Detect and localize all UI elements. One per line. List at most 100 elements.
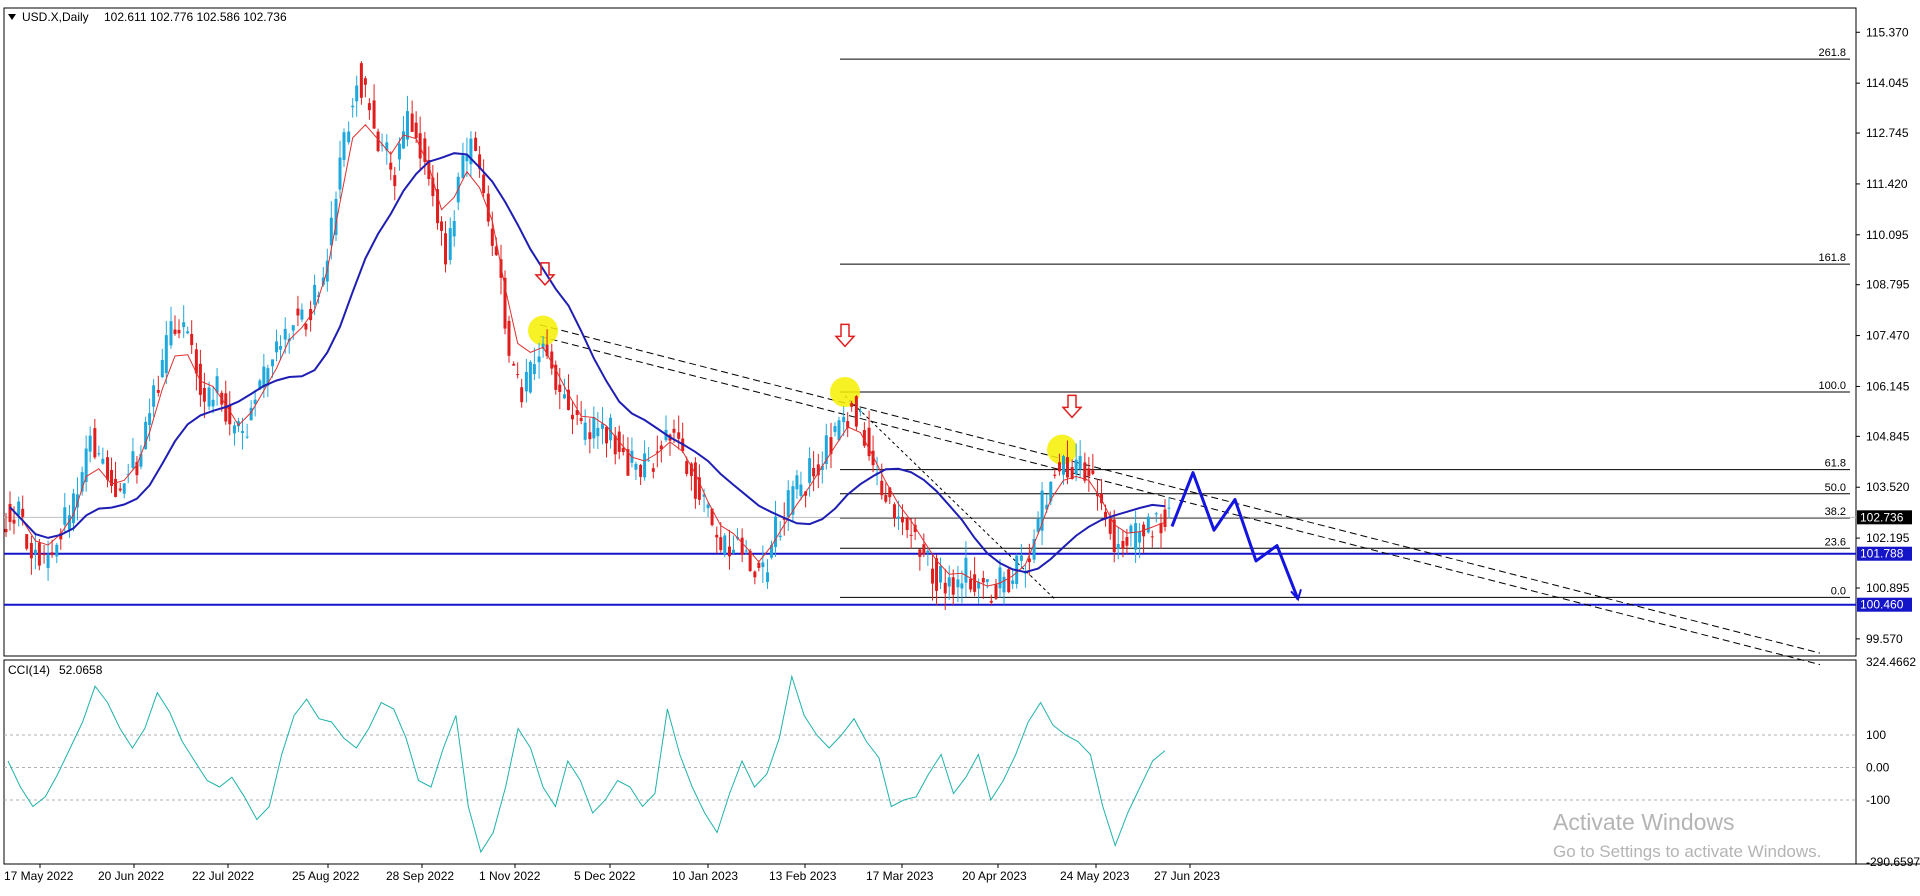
candle-body	[194, 349, 198, 374]
time-tick-label: 5 Dec 2022	[574, 869, 636, 883]
candle-body	[799, 484, 803, 496]
price-label-text: 100.460	[1860, 598, 1904, 612]
candle-body	[626, 449, 630, 476]
candle-body	[850, 403, 854, 407]
candle-body	[1159, 523, 1163, 534]
candle-body	[909, 534, 913, 536]
candle-body	[465, 154, 469, 162]
candle-body	[215, 376, 219, 393]
candle-body	[135, 462, 139, 476]
candle-body	[275, 341, 279, 353]
forecast-path	[1170, 471, 1302, 602]
fib-label-100-0: 100.0	[1818, 380, 1846, 392]
candle-body	[173, 329, 177, 334]
fib-label-50-0: 50.0	[1825, 482, 1846, 494]
candle-body	[17, 501, 21, 516]
candle-body	[596, 427, 600, 437]
candle-body	[981, 578, 985, 583]
candle-body	[118, 488, 122, 491]
candle-body	[139, 453, 143, 467]
candle-body	[385, 142, 389, 151]
candle-body	[1070, 467, 1074, 479]
dropdown-triangle-icon[interactable]	[8, 14, 16, 20]
candle-body	[570, 414, 574, 420]
candle-body	[748, 550, 752, 572]
candle-body	[114, 478, 118, 497]
candle-body	[647, 460, 651, 462]
price-label-text: 101.788	[1860, 547, 1904, 561]
price-label-box	[1857, 546, 1912, 561]
candle-body	[964, 557, 968, 583]
candle-body	[75, 494, 79, 508]
candle-body	[969, 578, 973, 590]
candle-body	[101, 458, 105, 464]
candle-body	[833, 426, 837, 432]
candle-body	[854, 396, 858, 427]
price-tick-label: 102.195	[1866, 531, 1910, 545]
candle-body	[740, 537, 744, 555]
candle-body	[393, 175, 397, 187]
candle-body	[651, 468, 655, 472]
cci-panel-frame	[3, 659, 1857, 865]
candle-body	[951, 577, 955, 595]
red-down-arrow-2	[834, 323, 856, 348]
candle-body	[228, 404, 232, 425]
candle-body	[401, 131, 405, 149]
fib-label-261-8: 261.8	[1818, 47, 1846, 59]
candle-body	[528, 361, 532, 393]
candle-body	[313, 284, 317, 305]
candle-body	[922, 544, 926, 555]
time-tick-label: 17 Mar 2023	[866, 869, 934, 883]
price-tick-label: 111.420	[1866, 177, 1908, 191]
candle-body	[440, 221, 444, 231]
fib-label-161-8: 161.8	[1818, 252, 1846, 264]
candle-body	[1163, 509, 1167, 527]
candle-body	[482, 174, 486, 194]
candle-body	[1116, 544, 1120, 549]
candle-body	[989, 600, 993, 603]
cci-tick-label: 324.4662	[1866, 655, 1916, 669]
candle-body	[414, 122, 418, 139]
candle-body	[871, 450, 875, 466]
candle-body	[554, 364, 558, 390]
candle-body	[8, 503, 12, 522]
candle-body	[829, 437, 833, 454]
red-down-arrow-3	[1061, 394, 1083, 419]
candle-body	[524, 371, 528, 392]
candle-body	[960, 583, 964, 589]
candle-body	[296, 308, 300, 316]
candle-body	[240, 431, 244, 433]
candle-body	[186, 331, 190, 334]
candle-body	[211, 399, 215, 407]
candle-body	[389, 162, 393, 170]
fib-label-38-2: 38.2	[1825, 506, 1846, 518]
candle-body	[634, 463, 638, 470]
time-tick-label: 13 Feb 2023	[769, 869, 837, 883]
candle-body	[977, 582, 981, 589]
candle-body	[1074, 459, 1078, 475]
price-tick-label: 100.895	[1866, 581, 1910, 595]
candle-body	[397, 143, 401, 160]
candle-body	[84, 448, 88, 483]
candle-body	[106, 457, 110, 480]
moving-averages	[9, 124, 1166, 587]
ohlc-values: 102.611 102.776 102.586 102.736	[104, 10, 287, 24]
candle-body	[1108, 518, 1112, 534]
candle-body	[490, 228, 494, 246]
time-tick-label: 28 Sep 2022	[386, 869, 454, 883]
price-tick-label: 115.370	[1866, 25, 1909, 39]
candle-body	[1154, 513, 1158, 515]
candle-body	[271, 359, 275, 367]
price-tick-label: 110.095	[1866, 228, 1909, 242]
candle-body	[766, 572, 770, 583]
candle-body	[774, 516, 778, 548]
price-label-box	[1857, 510, 1912, 525]
candle-body	[1146, 516, 1150, 533]
candle-body	[182, 322, 186, 328]
main-panel-frame	[3, 7, 1857, 657]
candle-body	[804, 491, 808, 496]
candle-body	[677, 432, 681, 439]
